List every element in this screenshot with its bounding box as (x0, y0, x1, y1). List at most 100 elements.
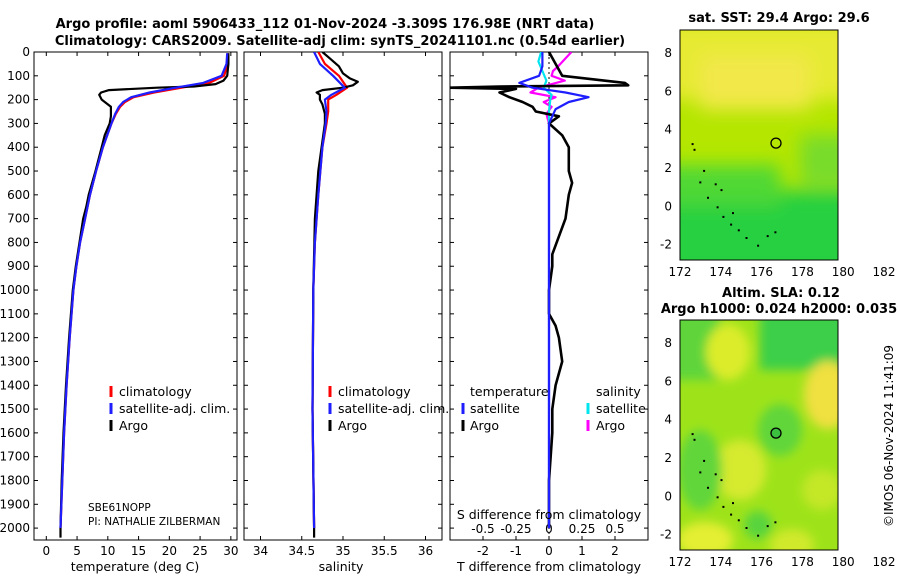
island-mark (691, 433, 694, 436)
island-mark (722, 215, 725, 218)
salinity-satellite-line (311, 52, 346, 529)
island-mark (720, 479, 723, 482)
legend-s-satellite-label: satellite (596, 401, 646, 416)
t-diff-satellite-line (518, 52, 590, 529)
ytick-label: 200 (7, 93, 30, 107)
sla-ytick-label: 8 (664, 336, 672, 350)
sla-map-title: Altim. SLA: 0.12 (722, 286, 840, 301)
sla-xtick-label: 180 (832, 555, 855, 569)
sla-ytick-label: 2 (664, 451, 672, 465)
legend-climatology-label: climatology (338, 384, 411, 399)
axis-ticks: 0100200300400500600700800900100011001200… (0, 45, 895, 569)
xtick-label: 35.5 (371, 544, 398, 558)
sst-map-title: sat. SST: 29.4 Argo: 29.6 (688, 11, 869, 26)
ytick-label: 500 (7, 164, 30, 178)
xtick-label: 10 (100, 544, 115, 558)
sst-ytick-label: 2 (664, 161, 672, 175)
island-mark (716, 206, 719, 209)
sst-argo-position-marker (770, 137, 782, 149)
xtick-label: 1 (578, 544, 586, 558)
island-mark (730, 223, 733, 226)
ytick-label: 700 (7, 212, 30, 226)
island-mark (732, 502, 734, 505)
xtick-label: 34 (253, 544, 268, 558)
island-mark (722, 505, 725, 508)
island-mark (766, 235, 769, 238)
island-mark (774, 231, 777, 234)
imos-timestamp: ©IMOS 06-Nov-2024 11:41:09 (882, 345, 896, 527)
s-difference-xlabel: S difference from climatology (457, 507, 642, 522)
difference-legend: temperature satellite Argo salinity sate… (461, 384, 646, 433)
legend-t-argo-label: Argo (470, 418, 499, 433)
ytick-label: 2000 (0, 521, 30, 535)
t-difference-xlabel: T difference from climatology (456, 559, 642, 574)
xtick-label: 25 (192, 544, 207, 558)
island-mark (766, 525, 769, 528)
legend-satellite-label: satellite-adj. clim. (338, 401, 449, 416)
sst-xtick-label: 178 (791, 265, 814, 279)
island-mark (699, 471, 702, 474)
sst-ytick-label: 6 (664, 84, 672, 98)
ytick-label: 1000 (0, 283, 30, 297)
profile-lines (59, 52, 630, 540)
legend-argo-label: Argo (119, 418, 148, 433)
island-mark (703, 459, 706, 462)
sst-xtick-label: 176 (750, 265, 773, 279)
sla-ytick-label: 6 (664, 374, 672, 388)
ytick-label: 300 (7, 116, 30, 130)
sla-ytick-label: 0 (664, 489, 672, 503)
island-mark (745, 527, 748, 529)
legend-salinity-heading: salinity (596, 384, 641, 399)
xtick-label: 15 (131, 544, 146, 558)
sensor-annotation: SBE61NOPP (88, 502, 151, 514)
sst-ytick-label: 8 (664, 46, 672, 60)
ytick-label: 1600 (0, 426, 30, 440)
sla-coastline (691, 433, 777, 537)
ytick-label: 800 (7, 235, 30, 249)
salinity-legend: climatology satellite-adj. clim. Argo (328, 384, 449, 433)
salinity-panel-frame (243, 51, 443, 541)
xtick-label: 0 (545, 544, 553, 558)
salinity-climatology-line (311, 52, 349, 529)
island-mark (745, 237, 748, 239)
temperature-legend: climatology satellite-adj. clim. Argo (109, 384, 230, 433)
sst-ytick-label: -2 (660, 238, 672, 252)
island-mark (703, 169, 706, 172)
t-diff-argo-line (450, 52, 630, 529)
xtick-label: 30 (223, 544, 238, 558)
temperature-climatology-line (59, 53, 230, 529)
ytick-label: 1300 (0, 354, 30, 368)
ytick-label: 600 (7, 188, 30, 202)
island-mark (737, 519, 740, 522)
legend-satellite-label: satellite-adj. clim. (119, 401, 230, 416)
temperature-satellite-line (59, 53, 229, 529)
sla-xtick-label: 176 (750, 555, 773, 569)
pi-annotation: PI: NATHALIE ZILBERMAN (88, 516, 220, 528)
sst-xtick-label: 172 (669, 265, 692, 279)
island-mark (757, 534, 760, 537)
xtick-label: 34.5 (288, 544, 315, 558)
sst-ytick-label: 4 (664, 123, 672, 137)
ytick-label: 1900 (0, 497, 30, 511)
island-mark (691, 143, 694, 146)
sla-map-frame (679, 319, 839, 551)
ytick-label: 1700 (0, 450, 30, 464)
ytick-label: 1100 (0, 307, 30, 321)
sst-xtick-label: 174 (709, 265, 732, 279)
sst-coastline (691, 143, 777, 247)
sst-map-frame (679, 29, 839, 261)
sla-map-subtitle: Argo h1000: 0.024 h2000: 0.035 (661, 302, 897, 317)
island-mark (757, 244, 760, 247)
ytick-label: 1200 (0, 331, 30, 345)
island-mark (732, 212, 734, 215)
ytick-label: 0 (22, 45, 30, 59)
island-mark (720, 189, 723, 192)
sla-xtick-label: 182 (873, 555, 896, 569)
temperature-argo-line (59, 53, 230, 538)
sla-ytick-label: 4 (664, 413, 672, 427)
island-mark (707, 196, 709, 199)
legend-climatology-label: climatology (119, 384, 192, 399)
xtick-label: 5 (73, 544, 81, 558)
island-mark (737, 229, 740, 232)
xtick-label: 0 (42, 544, 50, 558)
